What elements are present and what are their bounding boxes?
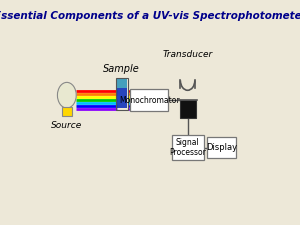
FancyBboxPatch shape [180, 100, 196, 118]
Text: Monochromator: Monochromator [119, 96, 180, 105]
Text: Display: Display [206, 143, 237, 152]
Text: Sample: Sample [103, 65, 140, 74]
Text: Source: Source [51, 121, 82, 130]
Text: Transducer: Transducer [163, 50, 213, 59]
FancyBboxPatch shape [62, 107, 72, 116]
FancyBboxPatch shape [117, 79, 127, 88]
FancyBboxPatch shape [117, 88, 127, 108]
Text: Essential Components of a UV-vis Spectrophotometer: Essential Components of a UV-vis Spectro… [0, 11, 300, 21]
FancyBboxPatch shape [172, 135, 203, 160]
Text: Signal
Processor: Signal Processor [169, 138, 206, 157]
Circle shape [57, 82, 76, 108]
FancyBboxPatch shape [207, 137, 236, 158]
FancyBboxPatch shape [130, 89, 168, 111]
